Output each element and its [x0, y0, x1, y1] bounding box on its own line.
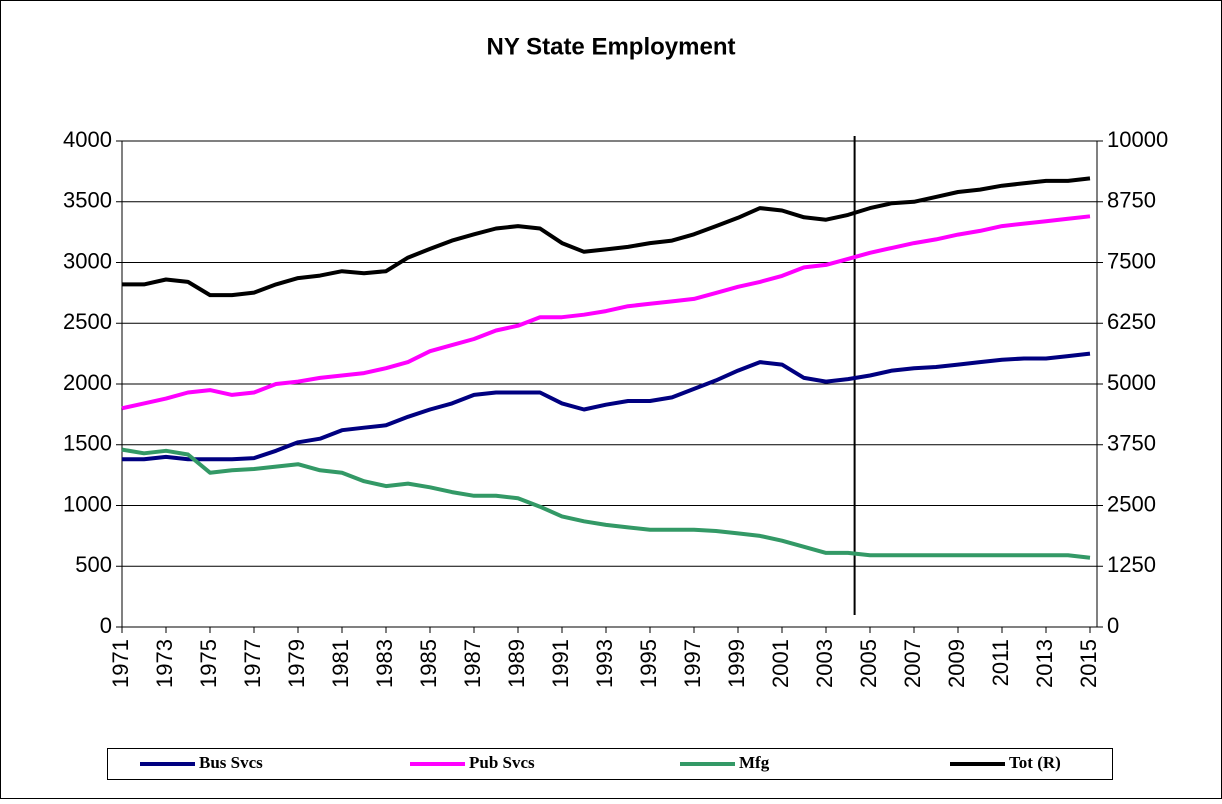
x-tick-label: 2009	[944, 639, 969, 688]
legend-label: Mfg	[739, 753, 770, 772]
legend-label: Bus Svcs	[199, 753, 263, 772]
x-tick-label: 1983	[372, 639, 397, 688]
legend-label: Pub Svcs	[469, 753, 535, 772]
x-tick-label: 1985	[416, 639, 441, 688]
x-tick-label: 1993	[592, 639, 617, 688]
x-tick-label: 1979	[284, 639, 309, 688]
y2-tick-label: 7500	[1107, 248, 1156, 273]
chart-title: NY State Employment	[487, 33, 736, 60]
x-tick-label: 2013	[1032, 639, 1057, 688]
x-tick-label: 1977	[240, 639, 265, 688]
legend-box	[107, 748, 1113, 780]
y2-tick-label: 8750	[1107, 188, 1156, 213]
x-tick-label: 1987	[460, 639, 485, 688]
y-tick-label: 0	[100, 613, 112, 638]
x-tick-label: 2011	[988, 639, 1013, 686]
y-tick-label: 2000	[63, 370, 112, 395]
series-line	[121, 214, 1091, 411]
x-tick-label: 1991	[548, 639, 573, 688]
y2-tick-label: 6250	[1107, 309, 1156, 334]
y-tick-label: 4000	[63, 127, 112, 152]
x-tick-label: 2005	[856, 639, 881, 688]
x-tick-label: 2007	[900, 639, 925, 688]
x-tick-label: 1975	[196, 639, 221, 688]
x-tick-label: 2015	[1076, 639, 1101, 688]
series-line	[122, 176, 1091, 298]
y-tick-label: 3000	[63, 248, 112, 273]
x-tick-label: 1973	[152, 639, 177, 688]
x-tick-label: 2001	[768, 639, 793, 688]
y2-tick-label: 1250	[1107, 552, 1156, 577]
x-tick-label: 1999	[724, 639, 749, 688]
x-tick-label: 1989	[504, 639, 529, 688]
legend-label: Tot (R)	[1009, 753, 1061, 772]
y2-tick-label: 5000	[1107, 370, 1156, 395]
y-tick-label: 3500	[63, 188, 112, 213]
x-tick-label: 1981	[328, 639, 353, 688]
x-tick-label: 1971	[108, 639, 133, 688]
x-tick-label: 2003	[812, 639, 837, 688]
series-line	[122, 351, 1091, 462]
y-tick-label: 1500	[63, 431, 112, 456]
y2-tick-label: 10000	[1107, 127, 1168, 152]
y-tick-label: 500	[75, 552, 112, 577]
y2-tick-label: 0	[1107, 613, 1119, 638]
y2-tick-label: 2500	[1107, 491, 1156, 516]
y2-tick-label: 3750	[1107, 431, 1156, 456]
series-line	[121, 447, 1091, 560]
y-tick-label: 1000	[63, 491, 112, 516]
y-tick-label: 2500	[63, 309, 112, 334]
x-tick-label: 1997	[680, 639, 705, 688]
x-tick-label: 1995	[636, 639, 661, 688]
